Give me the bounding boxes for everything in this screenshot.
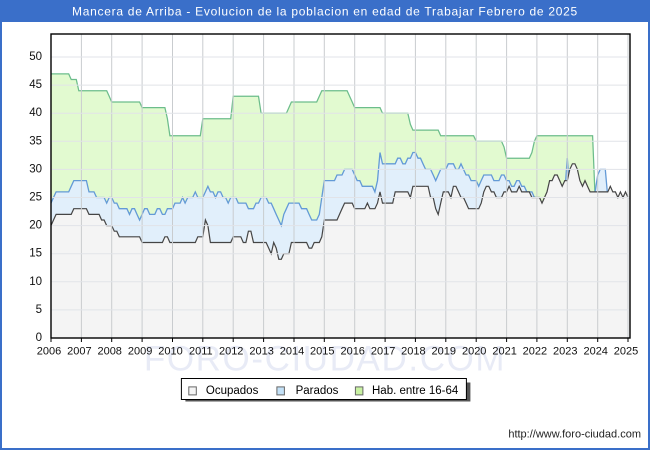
svg-text:2022: 2022 — [523, 345, 547, 357]
svg-text:Hab. entre 16-64: Hab. entre 16-64 — [372, 385, 459, 397]
svg-text:Mancera de Arriba - Evolucion: Mancera de Arriba - Evolucion de la pobl… — [72, 4, 578, 18]
svg-text:2015: 2015 — [310, 345, 334, 357]
svg-text:2013: 2013 — [249, 345, 273, 357]
svg-text:30: 30 — [29, 163, 42, 175]
svg-text:25: 25 — [29, 192, 42, 204]
svg-text:2023: 2023 — [553, 345, 577, 357]
svg-text:2010: 2010 — [158, 345, 182, 357]
svg-text:20: 20 — [29, 220, 42, 232]
svg-text:Ocupados: Ocupados — [206, 385, 259, 397]
svg-text:15: 15 — [29, 248, 42, 260]
svg-text:2020: 2020 — [462, 345, 486, 357]
svg-text:2014: 2014 — [280, 345, 304, 357]
svg-text:45: 45 — [29, 79, 42, 91]
svg-text:2021: 2021 — [492, 345, 516, 357]
svg-text:35: 35 — [29, 135, 42, 147]
svg-text:2012: 2012 — [219, 345, 243, 357]
svg-text:5: 5 — [36, 304, 42, 316]
svg-text:10: 10 — [29, 276, 42, 288]
svg-text:2025: 2025 — [614, 345, 638, 357]
svg-text:40: 40 — [29, 107, 42, 119]
svg-text:0: 0 — [36, 332, 42, 344]
svg-text:2009: 2009 — [128, 345, 152, 357]
svg-text:Parados: Parados — [296, 385, 339, 397]
svg-text:2024: 2024 — [583, 345, 607, 357]
svg-text:FORO-CIUDAD.COM: FORO-CIUDAD.COM — [144, 340, 506, 379]
svg-text:2011: 2011 — [189, 345, 213, 357]
svg-text:2018: 2018 — [401, 345, 425, 357]
svg-text:2019: 2019 — [432, 345, 456, 357]
svg-text:2006: 2006 — [37, 345, 61, 357]
svg-text:http://www.foro-ciudad.com: http://www.foro-ciudad.com — [508, 429, 641, 441]
svg-text:50: 50 — [29, 51, 42, 63]
svg-text:2016: 2016 — [340, 345, 364, 357]
svg-text:2017: 2017 — [371, 345, 395, 357]
svg-text:2007: 2007 — [67, 345, 91, 357]
svg-text:2008: 2008 — [97, 345, 121, 357]
